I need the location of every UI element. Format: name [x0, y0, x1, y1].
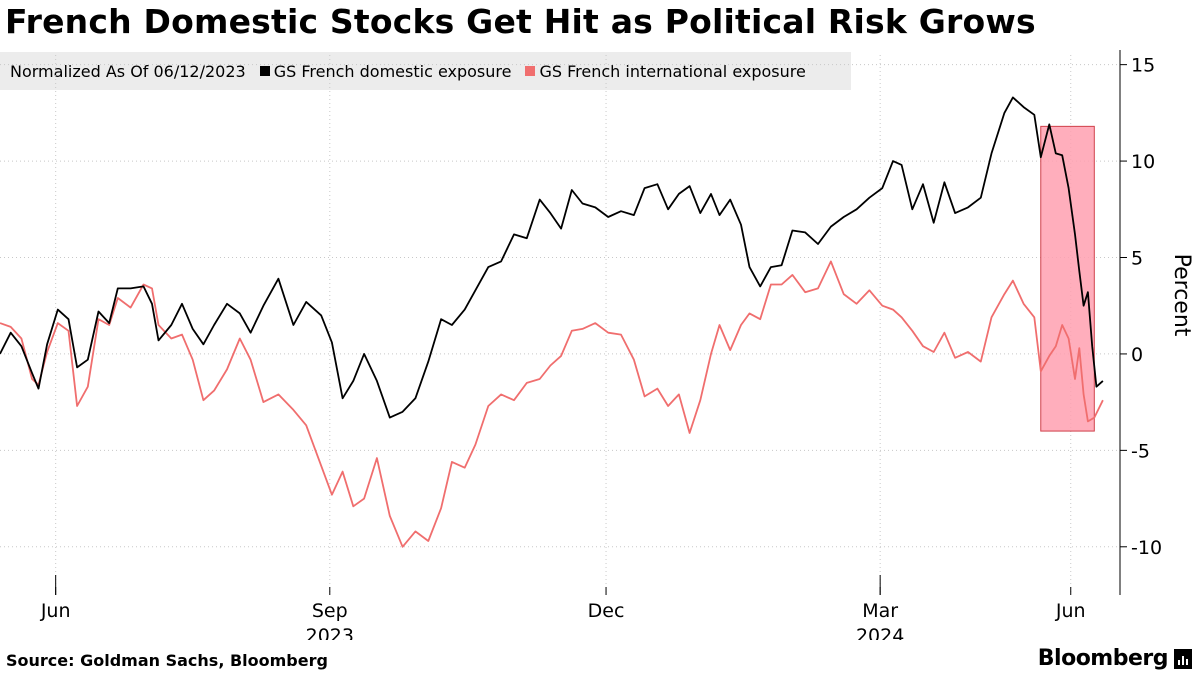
y-tick-label: -5	[1131, 440, 1150, 462]
x-year-label: 2024	[856, 625, 904, 640]
legend-swatch-international	[525, 66, 536, 76]
legend-label-domestic: GS French domestic exposure	[273, 61, 512, 81]
highlight-region	[1040, 125, 1095, 432]
x-tick-label: Sep	[312, 600, 348, 622]
bar-chart-icon	[1174, 648, 1192, 669]
series-line-international	[0, 260, 1104, 548]
bloomberg-logo: Bloomberg	[1038, 646, 1192, 671]
x-tick-label: Dec	[588, 600, 625, 622]
brand-wordmark: Bloomberg	[1037, 646, 1169, 671]
y-tick-label: 5	[1131, 248, 1143, 270]
legend-item-domestic: GS French domestic exposure	[259, 61, 512, 81]
line-chart: 15 10 5 0 -5 -10 Jun Sep 2023 Dec Mar 2024 Jun Percen…	[0, 50, 1194, 640]
series-line-domestic	[0, 96, 1104, 419]
chart-title: French Domestic Stocks Get Hit as Politi…	[5, 2, 1036, 41]
x-tick-label: Mar	[862, 600, 898, 622]
x-tick-label: Jun	[1055, 600, 1086, 622]
y-tick-label: 0	[1131, 344, 1143, 366]
y-tick-label: 15	[1131, 55, 1155, 77]
y-axis-title: Percent	[1169, 254, 1194, 337]
legend-swatch-domestic	[259, 66, 270, 76]
x-tick-label: Jun	[40, 600, 71, 622]
y-tick-label: 10	[1131, 151, 1155, 173]
legend-normalization-label: Normalized As Of 06/12/2023	[10, 61, 246, 81]
y-tick-label: -10	[1131, 537, 1162, 559]
x-year-label: 2023	[306, 625, 354, 640]
source-note: Source: Goldman Sachs, Bloomberg	[6, 651, 328, 670]
